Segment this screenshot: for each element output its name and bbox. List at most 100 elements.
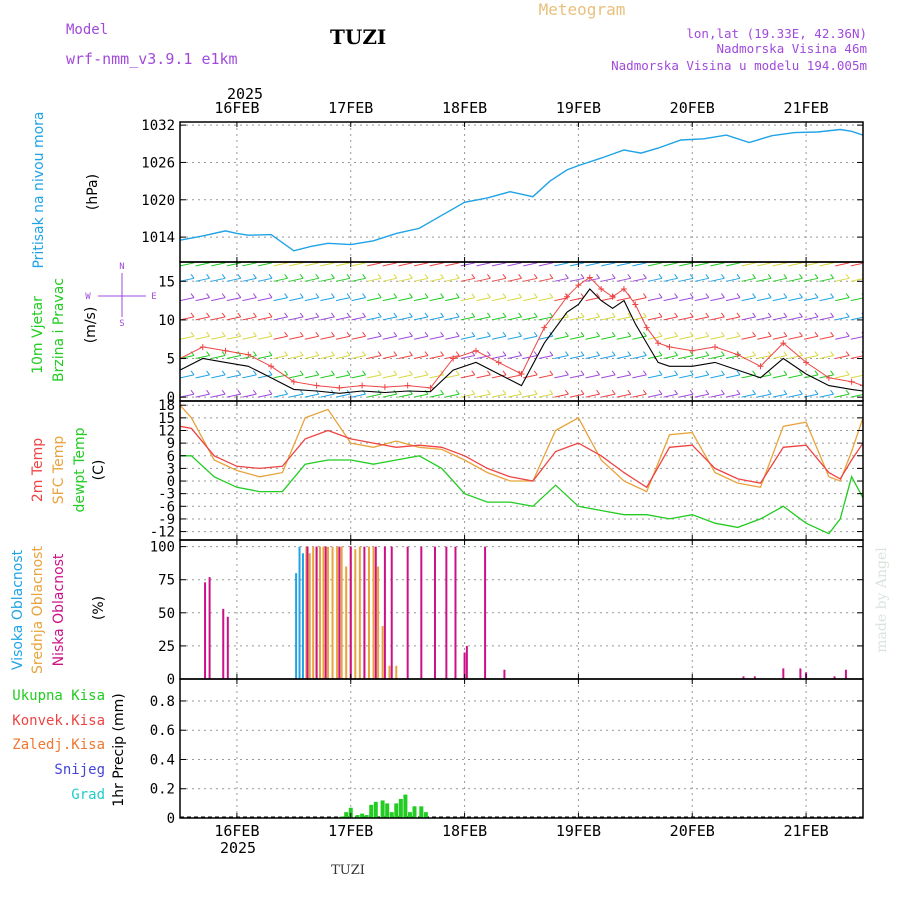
wind-barb-flag	[315, 312, 320, 318]
wind-barb	[367, 355, 382, 360]
wind-barb	[741, 277, 756, 282]
wind-barb	[694, 316, 709, 321]
wind-barb	[663, 374, 678, 379]
wind-barb-flag	[440, 331, 445, 337]
precip-bar	[348, 807, 353, 818]
wind-barb	[320, 262, 335, 267]
wind-barb-flag	[424, 293, 429, 298]
wind-gust-marker	[450, 355, 457, 362]
wind-barb	[195, 374, 210, 379]
wind-barb	[211, 277, 226, 282]
temp-axis-unit: (C)	[91, 460, 107, 481]
wind-barb-flag	[549, 351, 554, 356]
wind-barb-flag	[533, 293, 538, 298]
wind-barb	[335, 355, 351, 360]
wind-barb-flag	[315, 370, 320, 376]
wind-axis-unit: (m/s)	[83, 307, 99, 344]
wind-barb	[819, 393, 834, 398]
wind-barb-flag	[377, 351, 382, 356]
wind-barb-flag	[783, 351, 788, 356]
wind-barb-flag	[611, 389, 616, 395]
wind-barb-flag	[814, 312, 819, 318]
wind-gust-marker	[313, 382, 320, 389]
wind-barb-flag	[284, 331, 289, 337]
wind-gust-marker	[848, 378, 855, 385]
cloud-axis-unit: (%)	[91, 596, 107, 620]
bottom-day-label: 17FEB	[328, 822, 373, 840]
wind-barb	[523, 316, 538, 321]
wind-barb	[616, 374, 631, 379]
wind-barb	[538, 393, 553, 398]
precip-axis-unit: 1hr Precip (mm)	[111, 693, 127, 806]
wind-barb-flag	[221, 312, 226, 318]
wind-barb-flag	[736, 370, 741, 376]
wind-barb-flag	[752, 293, 756, 298]
bottom-year-label: 2025	[220, 839, 256, 857]
wind-barb	[460, 297, 475, 302]
wind-barb	[757, 393, 772, 398]
wind-barb-flag	[486, 351, 491, 356]
wind-barb-flag	[455, 274, 460, 279]
wind-barb-flag	[221, 293, 226, 298]
wind-barb	[788, 277, 803, 282]
model-label: Model	[66, 22, 108, 38]
wind-barb-flag	[252, 389, 257, 395]
wind-barb-flag	[627, 389, 632, 395]
wind-gust-marker	[666, 343, 673, 350]
wind-barb-flag	[565, 370, 569, 376]
y-tick-label: 0.2	[150, 782, 175, 798]
wind-barb	[211, 355, 226, 360]
wind-barb	[632, 355, 647, 360]
wind-gust-marker	[564, 293, 571, 300]
wind-barb-flag	[814, 274, 819, 279]
wind-barb-flag	[658, 293, 663, 298]
wind-barb	[601, 262, 616, 267]
wind-barb	[476, 374, 491, 379]
legend-convective-rain: Konvek.Kisa	[12, 713, 105, 729]
wind-barb-flag	[206, 274, 211, 279]
wind-barb	[180, 374, 195, 379]
wind-speed-line	[180, 288, 863, 394]
wind-gust-marker	[199, 343, 206, 350]
wind-barb	[757, 262, 772, 267]
wind-barb-flag	[362, 312, 367, 318]
wind-barb-flag	[268, 351, 273, 356]
wind-barb	[382, 262, 397, 267]
wind-barb	[694, 297, 709, 302]
wind-barb	[429, 335, 444, 340]
pressure-line	[180, 128, 863, 252]
wind-barb-flag	[518, 389, 522, 395]
compass-north: N	[119, 262, 124, 272]
wind-barb	[398, 297, 413, 302]
wind-barb	[788, 335, 803, 340]
dewpt-temp-line	[180, 455, 863, 535]
wind-barb	[491, 262, 507, 267]
wind-barb	[803, 277, 819, 282]
wind-barb-flag	[596, 370, 600, 376]
wind-barb	[351, 262, 366, 267]
wind-barb-flag	[408, 274, 413, 279]
wind-barb	[242, 277, 257, 282]
wind-barb-flag	[736, 389, 741, 395]
wind-barb-flag	[721, 370, 725, 376]
wind-barb-flag	[299, 293, 304, 298]
wind-barb-flag	[736, 274, 741, 279]
wind-barb-flag	[346, 331, 351, 337]
wind-barb-flag	[643, 351, 647, 356]
wind-barb-flag	[627, 370, 632, 376]
wind-barb	[382, 355, 397, 360]
top-year-label: 2025	[227, 85, 263, 103]
panel-frame-pressure	[179, 121, 864, 263]
wind-barb	[772, 335, 787, 340]
wind-gust-marker	[757, 363, 764, 370]
wind-barb-flag	[533, 312, 538, 318]
wind-barb	[679, 277, 694, 282]
wind-barb	[601, 355, 616, 360]
wind-barb	[632, 297, 647, 302]
wind-barb	[226, 393, 241, 398]
wind-barb-flag	[799, 274, 803, 279]
wind-barb	[460, 335, 475, 340]
wind-gust-marker	[336, 384, 343, 391]
wind-barb	[195, 316, 210, 321]
